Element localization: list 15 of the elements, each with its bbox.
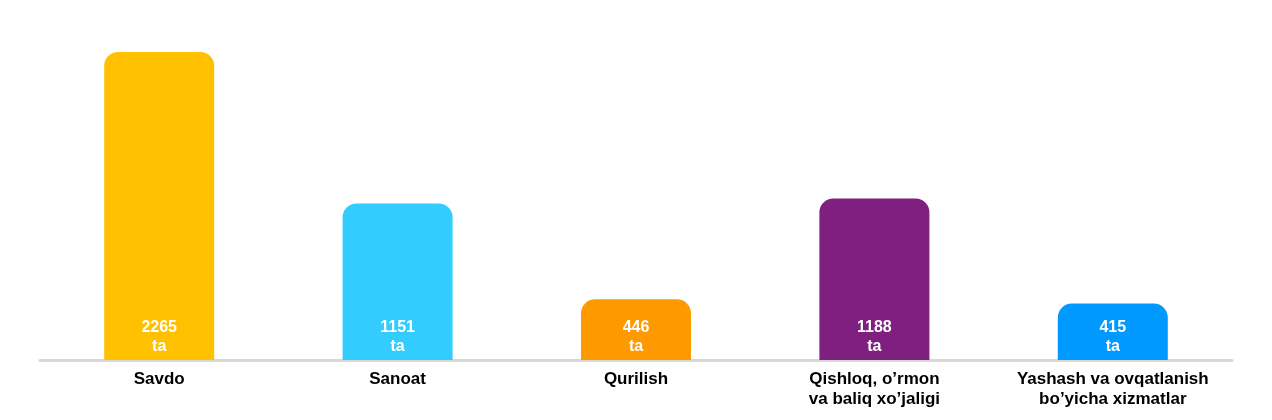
x-tick-label: Sanoat	[369, 368, 427, 388]
bar	[104, 51, 215, 360]
x-tick-label: Qurilish	[603, 368, 669, 388]
bar	[342, 203, 453, 360]
data-label: 2265 ta	[141, 318, 178, 354]
bar	[581, 299, 691, 360]
x-tick-label: Savdo	[133, 368, 185, 388]
data-label: 1151 ta	[380, 318, 416, 354]
data-label: 1188 ta	[857, 318, 892, 354]
data-label: 446 ta	[622, 318, 650, 354]
data-label: 415 ta	[1099, 318, 1127, 354]
bar	[819, 198, 930, 360]
x-tick-label: Qishloq, o’rmon va baliq xo’jaligi	[808, 368, 941, 408]
x-tick-label: Yashash va ovqatlanish bo’yicha xizmatlar	[1016, 368, 1209, 408]
bar	[1057, 303, 1168, 360]
